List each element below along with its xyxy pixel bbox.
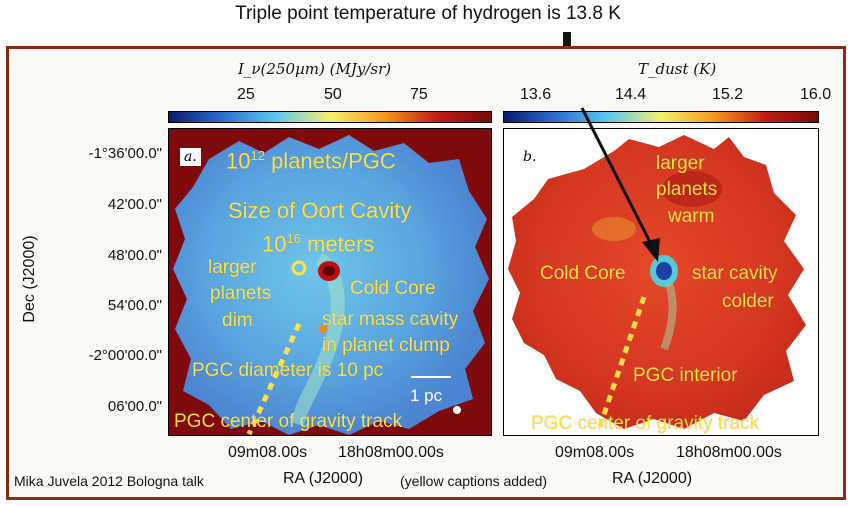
colorbar-left-tick: 75	[410, 86, 428, 103]
meters-base: 10	[262, 231, 287, 257]
larger-planets-b-line: planets	[656, 179, 718, 200]
dec-tick: -1°36'00.0"	[88, 145, 162, 162]
colorbar-left-title: I_ν(250µm) (MJy/sr)	[238, 60, 392, 78]
larger-planets-line: larger	[208, 257, 257, 278]
panel-b-arrow-head	[642, 238, 660, 262]
cold-core-tail	[660, 282, 677, 351]
larger-planets-line: dim	[222, 310, 253, 331]
meters-rest: meters	[300, 231, 375, 257]
panel-b-map	[508, 135, 806, 430]
orange-spot	[319, 325, 327, 333]
warm-spot	[662, 171, 722, 207]
interior-caption: PGC interior	[633, 365, 738, 386]
beam-marker-b	[784, 406, 792, 414]
panel-b	[503, 128, 819, 436]
colorbar-right-tick: 14.4	[615, 86, 647, 103]
star-cavity-line: colder	[722, 291, 774, 312]
planets-base: 10	[226, 148, 251, 174]
dec-tick: -2°00'00.0"	[88, 347, 162, 364]
track-line-b	[596, 296, 647, 430]
larger-planets-b-line: warm	[668, 206, 715, 227]
top-annotation: Triple point temperature of hydrogen is …	[235, 3, 621, 24]
ra-axis-label-b: RA (J2000)	[612, 470, 693, 487]
colorbar-right-tick: 13.6	[520, 86, 552, 103]
panel-a-map	[173, 135, 489, 435]
larger-planets-line: planets	[210, 283, 272, 304]
yellow-patch	[592, 217, 636, 241]
cold-core-caption: Cold Core	[350, 278, 436, 299]
planets-caption: 1012 planets/PGC	[226, 149, 396, 172]
diameter-caption: PGC diameter is 10 pc	[192, 360, 384, 381]
planets-exp: 12	[250, 148, 265, 163]
colorbar-left	[168, 111, 492, 123]
dec-tick: 06'00.0"	[107, 398, 162, 415]
ra-tick: 18h08m00.00s	[338, 444, 444, 461]
panel-b-label: b.	[519, 148, 541, 166]
cavity-line: in planet clump	[322, 335, 450, 356]
larger-planets-b-line: larger	[656, 153, 705, 174]
panel-b-arrow-shaft	[580, 107, 654, 247]
oort-caption: Size of Oort Cavity	[228, 198, 412, 223]
colorbar-right-tick: 16.0	[800, 86, 832, 103]
panel-a	[168, 128, 492, 436]
ra-tick: 09m08.00s	[555, 444, 635, 461]
ra-axis-label: RA (J2000)	[283, 470, 364, 487]
star-cavity-line: star cavity	[692, 263, 778, 284]
colorbar-right-title: T_dust (K)	[638, 60, 717, 78]
oort-circle	[291, 260, 307, 276]
panel-a-label: a.	[180, 148, 201, 166]
captions-added-note: (yellow captions added)	[400, 473, 548, 489]
colorbar-right	[503, 111, 819, 123]
dec-tick: 54'00.0"	[107, 297, 162, 314]
colorbar-right-tick: 15.2	[712, 86, 744, 103]
ra-tick: 18h08m00.00s	[676, 444, 782, 461]
cavity-line: star mass cavity	[322, 309, 459, 330]
colorbar-left-tick: 25	[237, 86, 255, 103]
meters-exp: 16	[286, 231, 301, 246]
dec-tick: 48'00.0"	[107, 247, 162, 264]
track-caption-b: PGC center of gravity track	[531, 413, 760, 434]
cold-core-blue	[656, 262, 672, 280]
track-caption-a: PGC center of gravity track	[174, 411, 403, 432]
planets-rest: planets/PGC	[264, 148, 396, 174]
ra-tick: 09m08.00s	[228, 444, 308, 461]
meters-caption: 1016 meters	[262, 232, 374, 255]
scale-label: 1 pc	[410, 386, 443, 405]
credit-text: Mika Juvela 2012 Bologna talk	[14, 473, 204, 489]
beam-marker	[453, 406, 461, 414]
dec-tick: 42'00.0"	[107, 196, 162, 213]
cold-core-b-caption: Cold Core	[540, 263, 626, 284]
colorbar-left-tick: 50	[324, 86, 342, 103]
